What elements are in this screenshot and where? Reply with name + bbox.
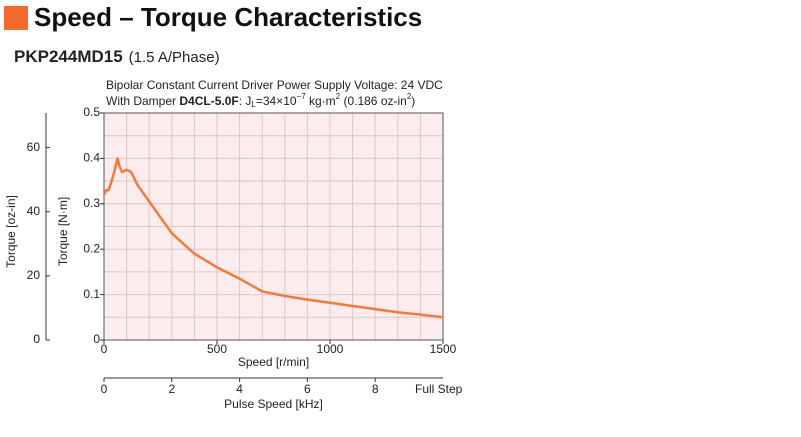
x-tick-label: 1500 bbox=[430, 342, 457, 356]
y2-tick-label: 20 bbox=[27, 268, 41, 282]
y2-axis-title: Torque [oz-in] bbox=[4, 195, 18, 268]
note-part: L bbox=[251, 100, 256, 109]
x2-tick-label: 4 bbox=[236, 382, 243, 396]
y-tick-label: 0.1 bbox=[83, 287, 100, 301]
title-marker bbox=[4, 6, 28, 30]
note-part: 2 bbox=[407, 92, 412, 101]
note: With Damper D4CL-5.0F: JL=34×10−7 kg·m2 … bbox=[106, 92, 415, 109]
chart-title: Speed – Torque Characteristics bbox=[34, 2, 422, 32]
x-tick-label: 0 bbox=[101, 342, 108, 356]
subtitle: PKP244MD15 (1.5 A/Phase) bbox=[14, 47, 220, 66]
x-tick-label: 500 bbox=[207, 342, 227, 356]
note-part: D4CL-5.0F bbox=[179, 94, 238, 108]
plot-frame bbox=[103, 112, 444, 341]
note: Bipolar Constant Current Driver Power Su… bbox=[106, 78, 443, 92]
note-part: −7 bbox=[297, 92, 307, 101]
y-axis-title: Torque [N·m] bbox=[56, 197, 70, 266]
y-tick-label: 0 bbox=[93, 332, 100, 346]
x-axis-title: Speed [r/min] bbox=[238, 355, 309, 369]
x2-tick-label: 2 bbox=[168, 382, 175, 396]
note-part: : J bbox=[239, 94, 252, 108]
y-tick-label: 0.5 bbox=[83, 105, 100, 119]
y-tick-label: 0.3 bbox=[83, 196, 100, 210]
note-part: With Damper bbox=[106, 94, 179, 108]
note-part: kg·m bbox=[306, 94, 336, 108]
y2-tick-label: 60 bbox=[27, 140, 41, 154]
x2-tick-label: 0 bbox=[101, 382, 108, 396]
torque-curve bbox=[102, 157, 444, 319]
x2-tick-label: 8 bbox=[372, 382, 379, 396]
note-part: ) bbox=[411, 94, 415, 108]
note-part: (0.186 oz-in bbox=[340, 94, 407, 108]
y-tick-label: 0.4 bbox=[83, 151, 100, 165]
model: PKP244MD15 bbox=[14, 47, 123, 66]
note-part: 2 bbox=[336, 92, 341, 101]
x2-tick-label: 6 bbox=[304, 382, 311, 396]
y2-tick-label: 0 bbox=[33, 332, 40, 346]
note-part: =34×10 bbox=[256, 94, 297, 108]
x2-note: Full Step bbox=[415, 382, 463, 396]
x-tick-label: 1000 bbox=[317, 342, 344, 356]
model-note: (1.5 A/Phase) bbox=[129, 49, 220, 66]
y-tick-label: 0.2 bbox=[83, 241, 100, 255]
x2-axis-title: Pulse Speed [kHz] bbox=[224, 397, 323, 411]
y2-tick-label: 40 bbox=[27, 204, 41, 218]
